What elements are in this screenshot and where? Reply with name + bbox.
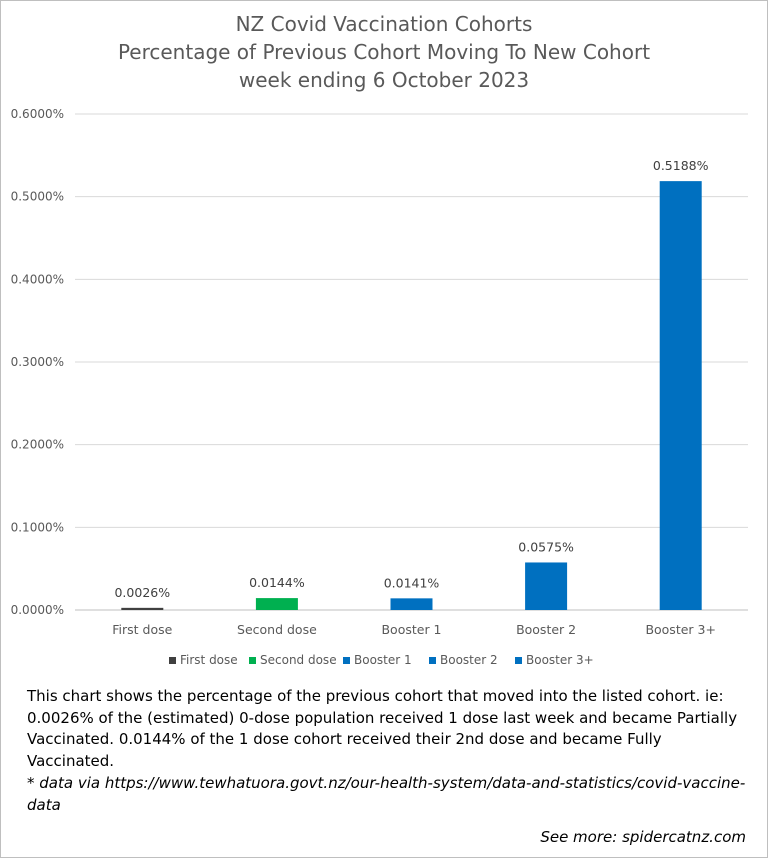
x-axis-categories: First dose Second dose Booster 1 Booster 2 B… [112, 622, 716, 637]
data-source-note: * data via https://www.tewhatuora.govt.n… [27, 774, 746, 814]
bar-chart: 0.0000% 0.1000% 0.2000% 0.3000% 0.4000% 0.500… [11, 107, 748, 667]
bars [121, 181, 702, 610]
chart-caption: This chart shows the percentage of the p… [27, 687, 738, 770]
bar [525, 562, 568, 610]
x-category-label: Booster 3+ [645, 622, 716, 637]
legend-label: Booster 3+ [526, 653, 594, 667]
chart-title: NZ Covid Vaccination Cohorts Percentage … [0, 10, 768, 94]
bar [390, 598, 433, 610]
data-label: 0.0026% [114, 585, 170, 600]
y-tick-label: 0.4000% [11, 272, 64, 286]
legend-label: Booster 1 [354, 653, 412, 667]
y-tick-label: 0.6000% [11, 107, 64, 121]
x-category-label: Booster 1 [381, 622, 441, 637]
data-label: 0.5188% [653, 158, 709, 173]
chart-title-line-3: week ending 6 October 2023 [238, 68, 530, 92]
legend-swatch [515, 657, 522, 664]
legend-label: First dose [180, 653, 238, 667]
chart-title-line-2: Percentage of Previous Cohort Moving To … [117, 40, 651, 64]
legend-swatch [249, 657, 256, 664]
data-labels: 0.0026% 0.0144% 0.0141% 0.0575% 0.5188% [114, 158, 708, 600]
chart-title-line-1: NZ Covid Vaccination Cohorts [235, 12, 533, 36]
x-category-label: Booster 2 [516, 622, 576, 637]
y-axis-ticks: 0.0000% 0.1000% 0.2000% 0.3000% 0.4000% 0.500… [11, 107, 64, 617]
y-tick-label: 0.3000% [11, 355, 64, 369]
gridlines [75, 113, 748, 611]
y-tick-label: 0.0000% [11, 603, 64, 617]
y-tick-label: 0.1000% [11, 520, 64, 534]
data-label: 0.0141% [384, 575, 440, 590]
legend-label: Booster 2 [440, 653, 498, 667]
y-tick-label: 0.2000% [11, 438, 64, 452]
x-category-label: Second dose [237, 622, 317, 637]
legend-swatch [429, 657, 436, 664]
bar [121, 607, 164, 610]
legend-label: Second dose [260, 653, 337, 667]
data-label: 0.0144% [249, 575, 305, 590]
bar [255, 598, 298, 610]
y-tick-label: 0.5000% [11, 190, 64, 204]
see-more-link[interactable]: See more: spidercatnz.com [540, 828, 746, 846]
legend-swatch [343, 657, 350, 664]
x-category-label: First dose [112, 622, 172, 637]
legend-swatch [169, 657, 176, 664]
legend: First dose Second dose Booster 1 Booster 2 B… [169, 653, 594, 667]
bar [659, 181, 702, 610]
data-label: 0.0575% [518, 539, 574, 554]
